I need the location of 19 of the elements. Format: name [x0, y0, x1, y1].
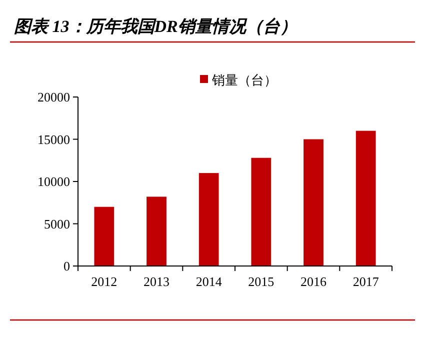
y-tick-label: 0 [64, 258, 70, 274]
y-tick-label: 5000 [44, 216, 70, 232]
bar [304, 139, 324, 266]
x-tick-label: 2012 [91, 274, 118, 289]
bar [356, 130, 376, 266]
legend-label: 销量（台） [211, 72, 277, 88]
bar [94, 206, 114, 266]
bar [198, 173, 219, 266]
bar [251, 158, 272, 266]
y-tick-label: 15000 [38, 132, 70, 147]
x-tick-label: 2016 [300, 274, 327, 289]
bar [146, 196, 166, 266]
y-tick-label: 10000 [38, 174, 70, 190]
x-tick-label: 2015 [248, 274, 274, 289]
y-tick-label: 20000 [38, 90, 70, 105]
x-tick-label: 2013 [144, 274, 170, 289]
chart-title: 图表 13：历年我国DR销量情况（台） [14, 17, 297, 36]
x-tick-label: 2017 [352, 274, 380, 289]
x-tick-label: 2014 [196, 274, 222, 289]
